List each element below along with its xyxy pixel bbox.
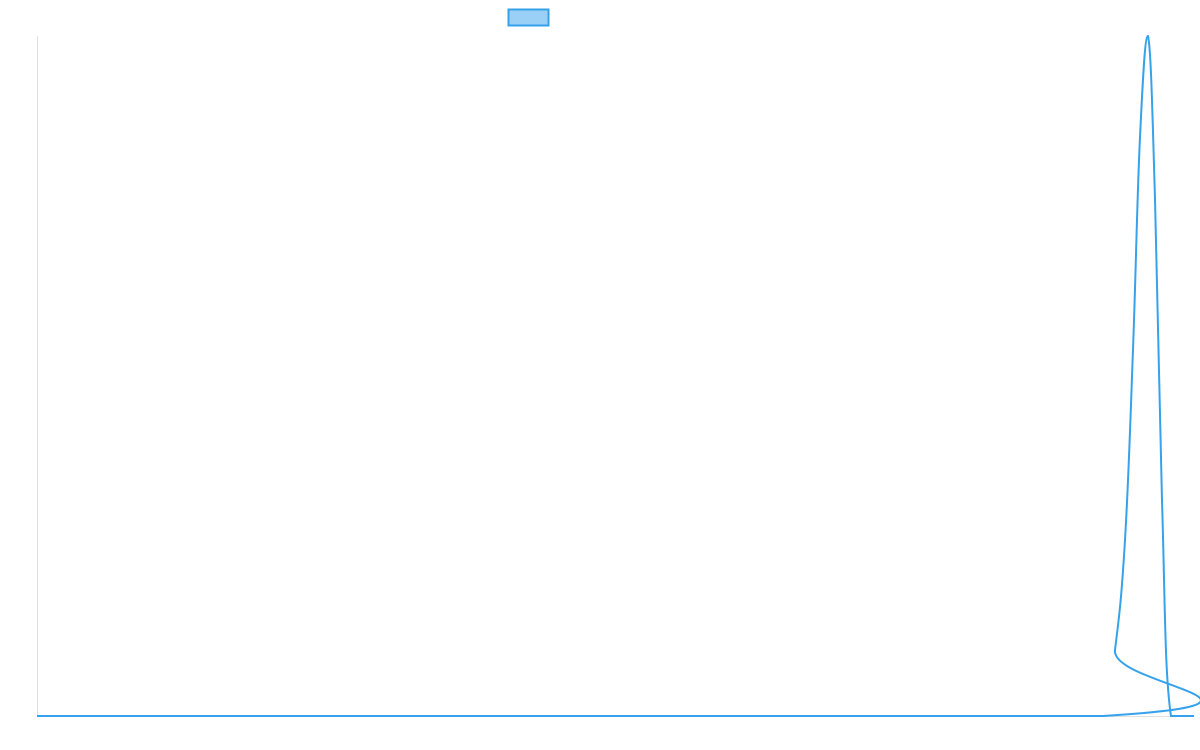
series-line-0 xyxy=(37,34,1200,717)
legend-swatch[interactable] xyxy=(507,8,550,27)
